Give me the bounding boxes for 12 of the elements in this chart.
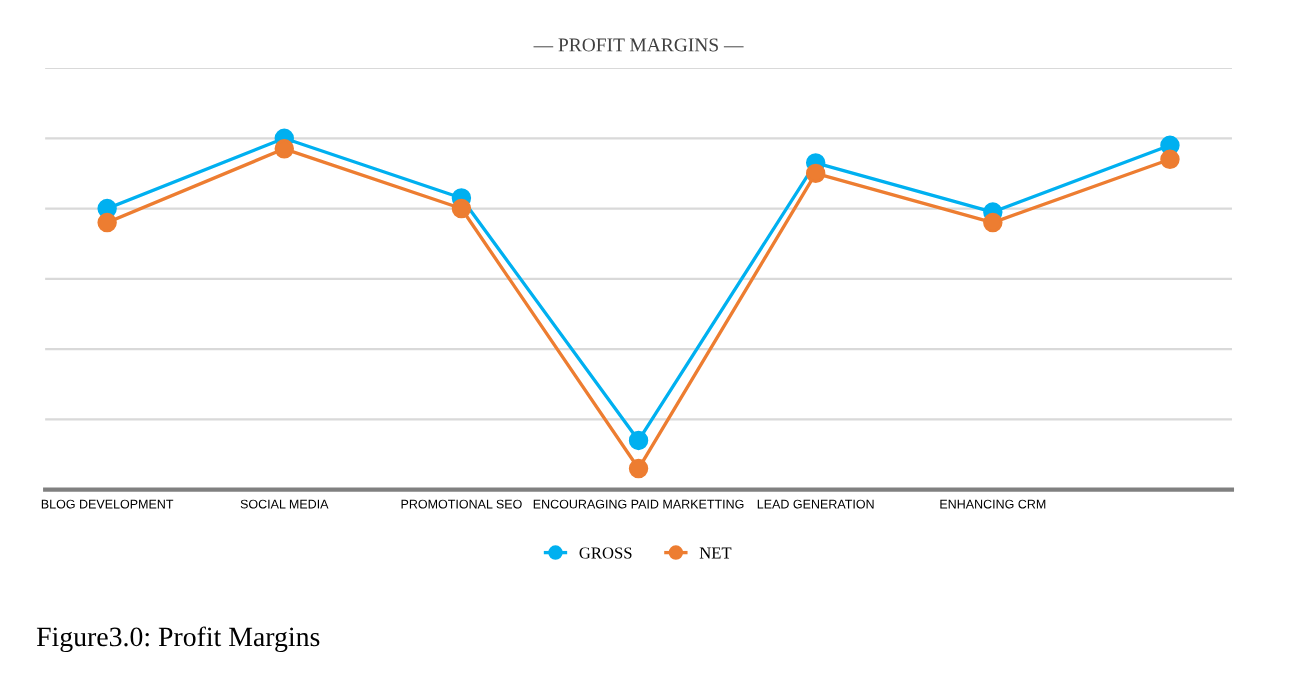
point: [628, 430, 649, 451]
legend-label: GROSS: [579, 547, 632, 559]
caption: Figure3.0: Profit Margins: [36, 626, 320, 652]
point: [805, 163, 826, 184]
point: [983, 212, 1003, 233]
point: [451, 198, 472, 219]
point: [274, 139, 294, 159]
legend-label: NET: [699, 547, 732, 559]
point: [1160, 149, 1180, 170]
point: [97, 212, 117, 233]
chart-title: — PROFIT MARGINS —: [533, 38, 744, 52]
point: [628, 458, 649, 479]
